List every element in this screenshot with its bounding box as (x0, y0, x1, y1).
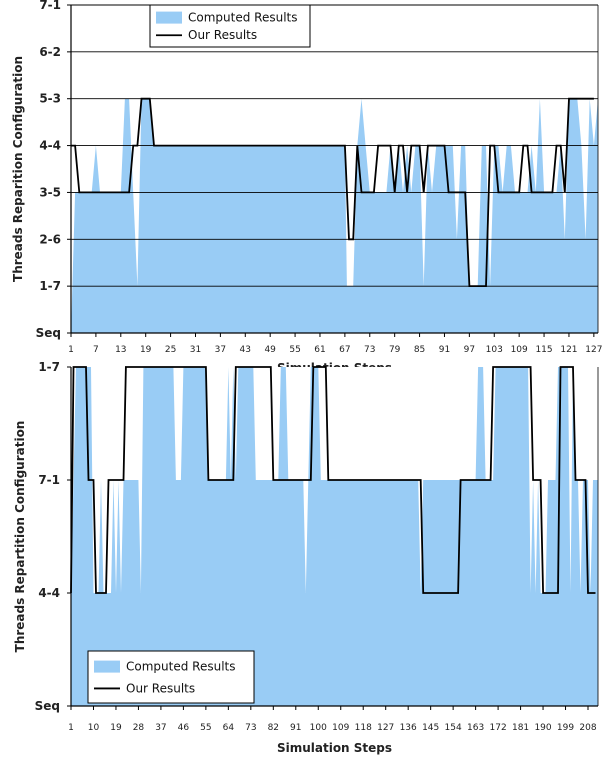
x-tick-label: 67 (339, 345, 350, 355)
y-tick-label: 7-1 (39, 0, 61, 12)
x-tick-label: 109 (511, 345, 528, 355)
legend-label-ours: Our Results (188, 28, 257, 42)
legend-label-computed: Computed Results (126, 660, 235, 674)
x-tick-label: 43 (240, 345, 251, 355)
chart-2: Seq 4-4 7-1 1-7 1 10 19 28 37 46 55 64 73 82 91 100 109 1… (13, 360, 599, 755)
y-tick-label: 1-7 (38, 360, 60, 374)
x-tick-label: 25 (165, 345, 176, 355)
y-tick-label: 2-6 (39, 232, 61, 246)
x-tick-label: 46 (178, 723, 190, 733)
x-tick-label: 91 (439, 345, 450, 355)
x-tick-label: 28 (133, 723, 145, 733)
y-tick-label: 4-4 (38, 586, 60, 600)
x-tick-label: 7 (93, 345, 99, 355)
x-tick-label: 1 (68, 723, 74, 733)
legend-swatch-computed (94, 660, 120, 673)
legend-label-computed: Computed Results (188, 11, 297, 25)
x-axis-title: Simulation Steps (277, 741, 392, 755)
y-tick-label: 3-5 (39, 185, 61, 199)
x-tick-label: 13 (115, 345, 126, 355)
x-tick-label: 79 (389, 345, 401, 355)
x-tick-label: 118 (355, 723, 372, 733)
x-tick-label: 127 (585, 345, 602, 355)
x-tick-label: 109 (332, 723, 349, 733)
y-axis-title: Threads Reparition Configuration (11, 56, 25, 282)
our-results-line (71, 97, 594, 288)
y-tick-label: 7-1 (38, 473, 60, 487)
x-tick-label: 31 (190, 345, 201, 355)
legend-label-ours: Our Results (126, 681, 195, 695)
x-tick-label: 208 (579, 723, 596, 733)
x-tick-label: 181 (512, 723, 529, 733)
x-tick-label: 154 (445, 723, 462, 733)
legend: Computed Results Our Results (87, 650, 255, 704)
x-tick-label: 103 (486, 345, 503, 355)
x-tick-label: 37 (215, 345, 226, 355)
y-axis-title: Threads Repartition Configuration (13, 421, 27, 653)
x-tick-label: 10 (88, 723, 100, 733)
y-tick-label: Seq (36, 326, 61, 340)
x-tick-label: 82 (268, 723, 279, 733)
y-tick-label: 5-3 (39, 92, 61, 106)
x-tick-label: 19 (140, 345, 152, 355)
legend-box (87, 650, 255, 704)
x-tick-label: 19 (110, 723, 122, 733)
x-tick-label: 115 (535, 345, 552, 355)
x-tick-label: 55 (200, 723, 211, 733)
y-tick-label: 1-7 (39, 279, 61, 293)
y-tick-label: 6-2 (39, 45, 61, 59)
x-tick-label: 73 (245, 723, 256, 733)
computed-results-area (71, 98, 598, 333)
x-tick-label: 172 (490, 723, 507, 733)
x-tick-label: 49 (264, 345, 276, 355)
legend-swatch-computed (156, 11, 182, 24)
legend: Computed Results Our Results (149, 4, 311, 48)
x-tick-label: 91 (290, 723, 301, 733)
x-tick-label: 136 (400, 723, 417, 733)
x-tick-label: 145 (422, 723, 439, 733)
y-tick-label: Seq (35, 699, 60, 713)
x-tick-label: 100 (310, 723, 327, 733)
x-tick-label: 127 (377, 723, 394, 733)
x-tick-label: 37 (155, 723, 166, 733)
x-tick-label: 61 (314, 345, 325, 355)
x-tick-label: 55 (289, 345, 300, 355)
x-tick-label: 199 (557, 723, 574, 733)
x-tick-label: 64 (223, 723, 235, 733)
y-tick-label: 4-4 (39, 139, 61, 153)
chart-1: Seq 1-7 2-6 3-5 4-4 5-3 6-2 7-1 1 7 13 19 25 31 37 43 49… (11, 0, 602, 375)
x-tick-label: 97 (464, 345, 475, 355)
x-tick-label: 1 (68, 345, 74, 355)
x-tick-label: 190 (534, 723, 551, 733)
x-tick-label: 163 (467, 723, 484, 733)
computed-results-area (71, 367, 598, 706)
x-tick-label: 73 (364, 345, 375, 355)
our-results-line (70, 366, 596, 594)
x-tick-label: 85 (414, 345, 425, 355)
x-tick-label: 121 (560, 345, 577, 355)
